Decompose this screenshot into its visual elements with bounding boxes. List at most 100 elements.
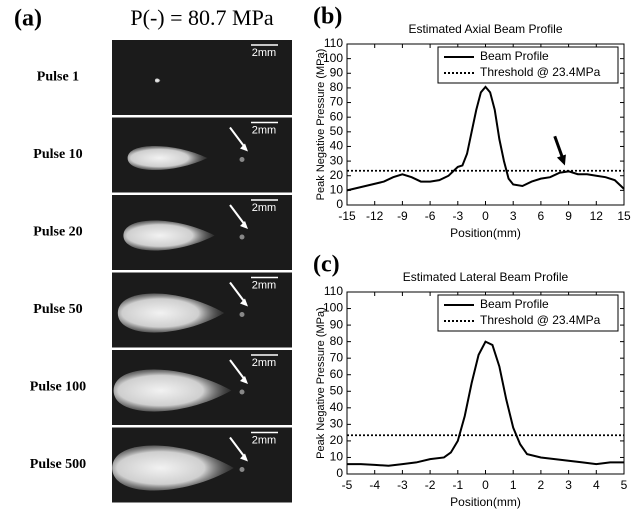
arrow [229, 359, 246, 381]
y-tick-label: 50 [330, 383, 344, 397]
legend-label: Threshold @ 23.4MPa [480, 65, 601, 79]
panel-label: (c) [313, 252, 340, 278]
x-tick-label: 3 [565, 478, 572, 492]
y-tick-label: 60 [330, 367, 344, 381]
scale-label: 2mm [252, 124, 276, 136]
cavitation-cloud [117, 293, 225, 333]
arrow [229, 436, 246, 459]
y-tick-label: 110 [324, 36, 343, 50]
y-tick-label: 10 [330, 450, 344, 464]
y-tick-label: 20 [330, 168, 344, 182]
y-tick-label: 0 [336, 197, 343, 211]
arrow-head [240, 376, 248, 384]
row-label: Pulse 50 [33, 302, 82, 317]
x-tick-label: 5 [621, 478, 628, 492]
x-tick-label: 12 [590, 209, 604, 223]
x-tick-label: 4 [593, 478, 600, 492]
y-tick-label: 70 [330, 350, 344, 364]
row-label: Pulse 10 [33, 147, 82, 162]
cavitation-cloud [113, 369, 232, 412]
scale-label: 2mm [252, 202, 276, 214]
y-tick-label: 90 [330, 317, 344, 331]
y-tick-label: 80 [330, 80, 344, 94]
line-series [347, 340, 624, 467]
legend-box [437, 294, 619, 332]
y-axis-label: Peak Negative Pressure (MPa) [315, 49, 327, 201]
x-tick-label: -3 [397, 478, 408, 492]
legend-label: Beam Profile [480, 49, 549, 63]
y-axis-label: Peak Negative Pressure (MPa) [315, 307, 327, 459]
x-tick-label: -6 [425, 209, 436, 223]
line-series [346, 85, 625, 192]
x-tick-label: -5 [342, 478, 353, 492]
speckle [239, 312, 245, 317]
arrow-head [240, 143, 248, 152]
x-tick-label: 15 [617, 209, 631, 223]
x-tick-label: -2 [425, 478, 436, 492]
image [112, 40, 292, 115]
x-tick-label: 3 [510, 209, 517, 223]
x-tick-label: 9 [565, 209, 572, 223]
y-tick-label: 100 [323, 301, 343, 315]
x-tick-label: -4 [369, 478, 380, 492]
cavitation-cloud [154, 78, 161, 83]
y-tick-label: 40 [330, 400, 344, 414]
x-tick-label: 1 [510, 478, 517, 492]
speckle [239, 157, 245, 162]
legend-label: Beam Profile [480, 297, 549, 311]
scale-label: 2mm [252, 47, 276, 59]
legend-box [437, 46, 619, 84]
arrow [229, 126, 246, 149]
panel-label: (b) [313, 4, 342, 30]
cavitation-cloud [127, 146, 208, 170]
scale-label: 2mm [252, 279, 276, 291]
speckle [239, 234, 245, 240]
y-tick-label: 60 [330, 109, 344, 123]
scale-label: 2mm [252, 357, 276, 369]
y-tick-label: 0 [336, 466, 343, 480]
x-tick-label: -9 [397, 209, 408, 223]
y-tick-label: 10 [330, 183, 344, 197]
y-tick-label: 110 [324, 284, 343, 298]
y-tick-label: 90 [330, 65, 344, 79]
chart-title: Estimated Lateral Beam Profile [403, 270, 569, 284]
arrow-head [240, 298, 248, 307]
annotation-arrow-head [556, 154, 566, 166]
panel-label: (a) [14, 6, 42, 32]
y-tick-label: 30 [330, 153, 344, 167]
arrow [229, 281, 246, 304]
x-tick-label: -3 [452, 209, 463, 223]
y-tick-label: 40 [330, 139, 344, 153]
y-tick-label: 80 [330, 334, 344, 348]
x-axis-label: Position(mm) [450, 226, 521, 240]
panel-title: P(-) = 80.7 MPa [130, 5, 273, 30]
x-tick-label: 6 [538, 209, 545, 223]
row-label: Pulse 20 [33, 225, 82, 240]
x-axis-label: Position(mm) [450, 495, 521, 509]
y-tick-label: 20 [330, 433, 344, 447]
speckle [239, 467, 245, 472]
legend-label: Threshold @ 23.4MPa [480, 313, 601, 327]
row-label: Pulse 500 [30, 457, 86, 472]
x-tick-label: 2 [538, 478, 545, 492]
row-label: Pulse 1 [37, 70, 79, 85]
annotation-arrow [553, 135, 564, 158]
arrow-head [240, 453, 248, 462]
x-tick-label: -12 [366, 209, 384, 223]
y-tick-label: 70 [330, 95, 344, 109]
y-tick-label: 30 [330, 417, 344, 431]
x-tick-label: -15 [338, 209, 356, 223]
arrow [229, 204, 246, 226]
y-tick-label: 100 [323, 51, 343, 65]
cavitation-cloud [123, 220, 215, 251]
cavitation-cloud [112, 445, 234, 491]
x-tick-label: -1 [452, 478, 463, 492]
x-tick-label: 0 [482, 209, 489, 223]
chart-title: Estimated Axial Beam Profile [408, 22, 562, 36]
x-tick-label: 0 [482, 478, 489, 492]
row-label: Pulse 100 [30, 380, 86, 395]
arrow-head [240, 221, 248, 229]
y-tick-label: 50 [330, 124, 344, 138]
scale-label: 2mm [252, 434, 276, 446]
